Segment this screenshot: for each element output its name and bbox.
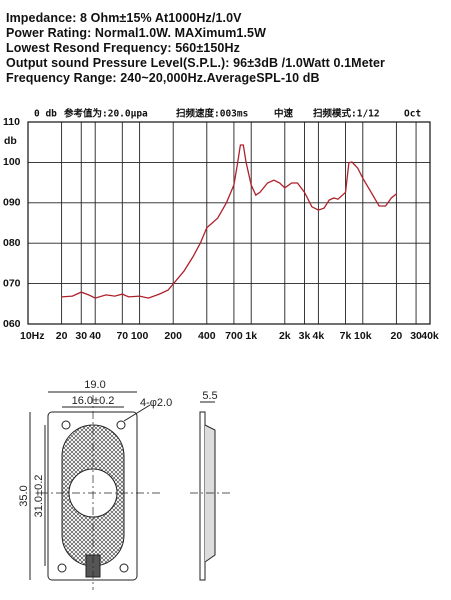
spec-line: Output sound Pressure Level(S.P.L.): 96±… xyxy=(6,56,386,70)
x-tick-label: 200 xyxy=(164,330,182,342)
dimension-label: 31.0±0.2 xyxy=(33,475,45,518)
y-tick-label: 110 xyxy=(3,116,20,128)
dimension-label: 19.0 xyxy=(84,379,105,391)
x-tick-label: 400 xyxy=(198,330,216,342)
mount-hole xyxy=(57,563,67,573)
x-tick-label: 2k xyxy=(279,330,291,342)
leader-line xyxy=(123,404,151,422)
spec-line: Power Rating: Normal1.0W. MAXimum1.5W xyxy=(6,26,266,40)
chart-annotation: 扫频模式:1/12 xyxy=(313,108,380,120)
y-tick-label: 100 xyxy=(3,156,21,168)
mount-hole xyxy=(119,563,129,573)
x-tick-label: 30 xyxy=(410,330,422,342)
spec-line: Frequency Range: 240~20,000Hz.AverageSPL… xyxy=(6,71,320,85)
speaker-drawing xyxy=(29,391,230,590)
chart-annotation: Oct xyxy=(404,109,421,120)
dimension-label: 35.0 xyxy=(18,485,30,506)
side-frame xyxy=(199,411,206,581)
dimension-label: 16.0±0.2 xyxy=(72,395,115,407)
dimension-label: 4-φ2.0 xyxy=(140,397,172,409)
mount-hole xyxy=(61,420,71,430)
x-tick-label: 30 xyxy=(75,330,87,342)
x-tick-label: 70 xyxy=(116,330,128,342)
chart-annotation: 参考值为:20.0μpa xyxy=(63,108,148,120)
chart-annotation: 0 db xyxy=(34,109,57,120)
x-tick-label: 10k xyxy=(354,330,372,342)
plot-frame xyxy=(27,121,431,325)
x-tick-label: 3k xyxy=(299,330,311,342)
x-tick-label: 10Hz xyxy=(20,330,45,342)
y-tick-label: 080 xyxy=(3,237,21,249)
x-tick-label: 40 xyxy=(89,330,101,342)
y-tick-label: 070 xyxy=(3,277,21,289)
frame-outline xyxy=(47,411,138,581)
spec-line: Lowest Resond Frequency: 560±150Hz xyxy=(6,41,240,55)
y-tick-label: 060 xyxy=(3,318,21,330)
x-tick-label: 40k xyxy=(421,330,439,342)
chart-annotation: 中速 xyxy=(274,108,294,120)
x-tick-label: 20 xyxy=(56,330,68,342)
x-tick-label: 700 xyxy=(225,330,243,342)
chart-annotation: 扫频速度:003ms xyxy=(176,108,248,120)
x-tick-label: 4k xyxy=(313,330,325,342)
x-tick-label: 7k xyxy=(340,330,352,342)
x-tick-label: 100 xyxy=(131,330,149,342)
y-tick-label: 090 xyxy=(3,197,21,209)
side-magnet xyxy=(204,424,216,563)
y-axis-label: db xyxy=(4,135,17,147)
spec-line: Impedance: 8 Ohm±15% At1000Hz/1.0V xyxy=(6,11,242,25)
x-tick-label: 1k xyxy=(245,330,257,342)
x-tick-label: 20 xyxy=(391,330,403,342)
mount-hole xyxy=(116,420,126,430)
response-curve xyxy=(61,144,397,299)
dimension-label: 5.5 xyxy=(202,390,217,402)
